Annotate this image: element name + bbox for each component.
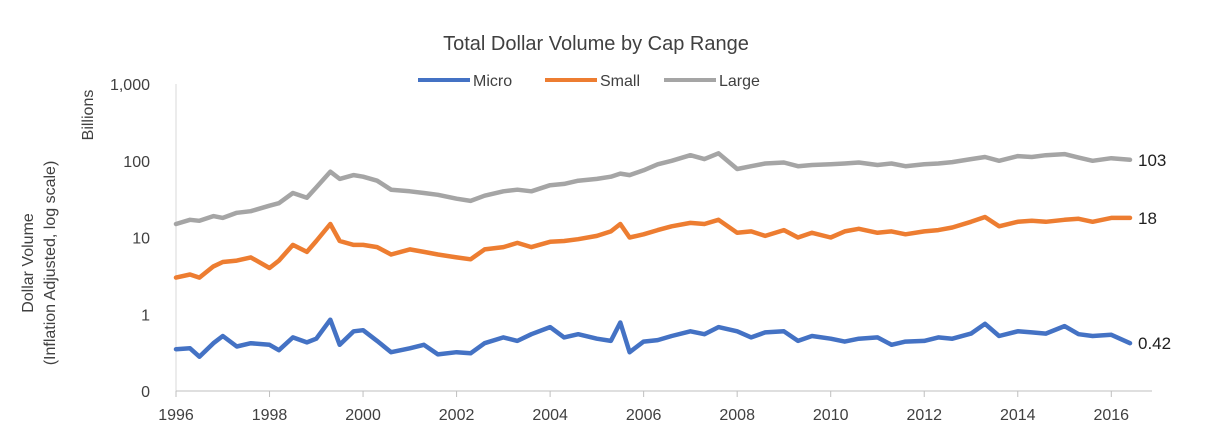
end-label-small: 18 — [1138, 209, 1157, 228]
x-tick-label: 2006 — [626, 407, 662, 424]
x-tick-label: 2008 — [719, 407, 755, 424]
y-axis-ticks: 0 1 10 100 1,000 — [110, 77, 150, 401]
x-tick-label: 2016 — [1093, 407, 1129, 424]
legend-label-micro: Micro — [473, 73, 512, 90]
series-line-small — [173, 214, 1133, 280]
legend: Micro Small Large — [418, 73, 760, 90]
y-tick-label: 10 — [132, 231, 150, 248]
y-tick-label: 0 — [141, 384, 150, 401]
x-tick-label: 2000 — [345, 407, 381, 424]
series-lines — [173, 151, 1133, 359]
legend-label-large: Large — [719, 73, 760, 90]
y-tick-label: 1 — [141, 307, 150, 324]
legend-label-small: Small — [600, 73, 640, 90]
end-label-large: 103 — [1138, 151, 1166, 170]
x-tick-label: 2010 — [813, 407, 849, 424]
chart-title: Total Dollar Volume by Cap Range — [443, 33, 749, 55]
x-tick-label: 2012 — [906, 407, 942, 424]
y-axis-title-line1: Dollar Volume — [20, 213, 37, 313]
y-tick-label: 1,000 — [110, 77, 150, 94]
x-tick-label: 1998 — [252, 407, 288, 424]
end-label-micro: 0.42 — [1138, 334, 1171, 353]
x-tick-label: 2014 — [1000, 407, 1036, 424]
x-tick-label: 2004 — [532, 407, 568, 424]
y-axis-unit: Billions — [80, 90, 97, 141]
series-line-micro — [173, 317, 1133, 359]
series-line-large — [173, 151, 1133, 227]
x-tick-label: 2002 — [439, 407, 475, 424]
x-axis-ticks: 1996 1998 2000 2002 2004 2006 2008 2010 2012 2014… — [158, 391, 1129, 424]
y-axis-title-line2: (Inflation Adjusted, log scale) — [42, 161, 59, 366]
series-end-labels: 0.42 18 103 — [1138, 151, 1171, 353]
x-tick-label: 1996 — [158, 407, 194, 424]
y-tick-label: 100 — [123, 154, 150, 171]
